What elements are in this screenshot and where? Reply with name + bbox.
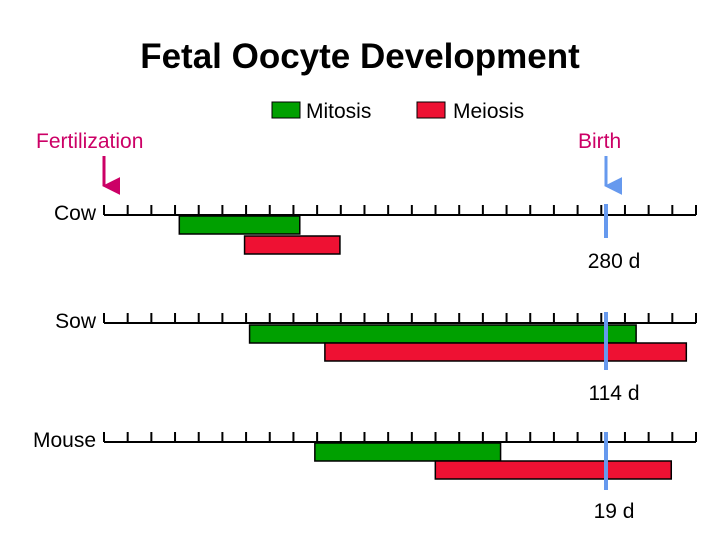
gestation-label-sow: 114 d xyxy=(589,382,640,405)
timeline-ticks xyxy=(103,205,697,215)
species-label-mouse: Mouse xyxy=(33,429,96,452)
meiosis-bar-sow xyxy=(324,342,688,362)
timeline-ticks xyxy=(103,432,697,442)
meiosis-bar-cow xyxy=(243,235,341,255)
legend-mitosis-swatch xyxy=(271,101,301,119)
mitosis-bar-mouse xyxy=(314,442,502,462)
birth-label: Birth xyxy=(578,130,621,153)
timeline-ticks xyxy=(103,313,697,323)
meiosis-bar-mouse xyxy=(434,460,673,480)
page-title: Fetal Oocyte Development xyxy=(140,37,580,76)
gestation-label-cow: 280 d xyxy=(588,250,641,273)
gestation-label-mouse: 19 d xyxy=(594,500,635,523)
species-label-cow: Cow xyxy=(54,202,97,225)
fertilization-label: Fertilization xyxy=(36,130,143,153)
mitosis-bar-cow xyxy=(178,215,301,235)
species-label-sow: Sow xyxy=(55,310,97,333)
mitosis-bar-sow xyxy=(248,324,637,344)
legend-meiosis-label: Meiosis xyxy=(453,100,524,123)
timeline-cow: Cow 280 d xyxy=(54,202,697,273)
timeline-mouse: Mouse 19 d xyxy=(33,429,697,523)
legend-mitosis-label: Mitosis xyxy=(306,100,371,123)
timeline-sow: Sow 114 d xyxy=(55,310,697,405)
legend-meiosis-swatch xyxy=(416,101,446,119)
